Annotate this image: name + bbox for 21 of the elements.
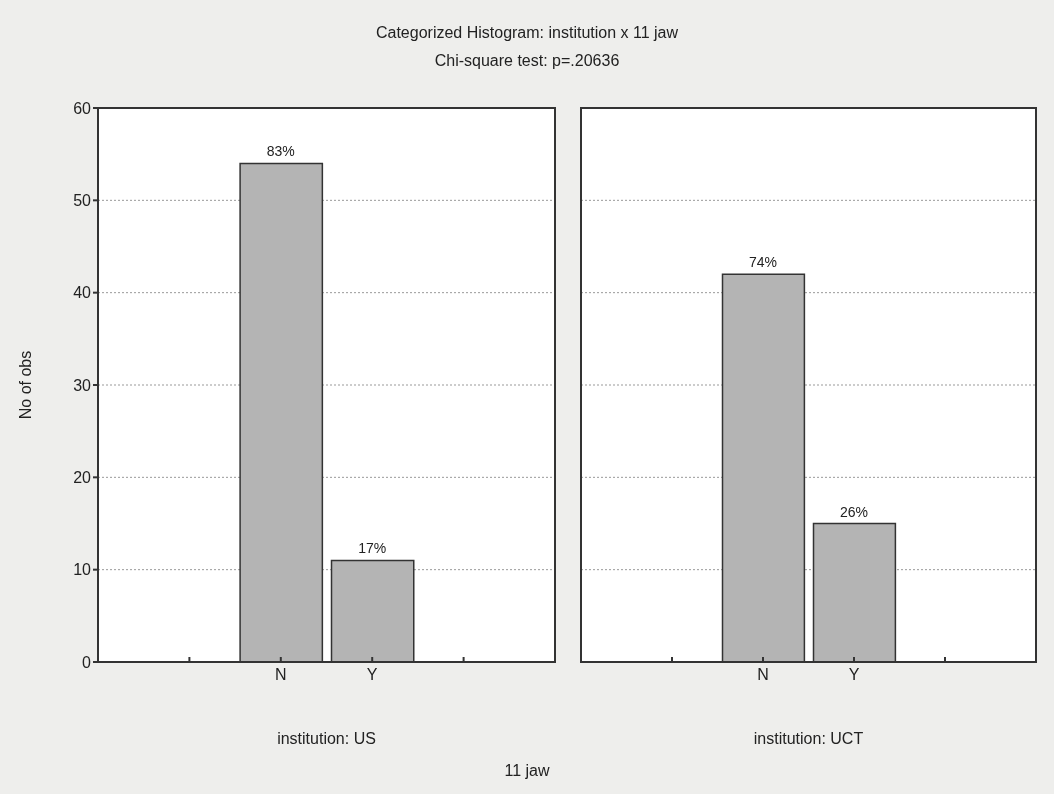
y-axis-title: No of obs xyxy=(17,350,35,420)
x-tick-label: Y xyxy=(848,666,860,684)
text: 11 jaw xyxy=(503,762,551,780)
y-tick-label: 20 xyxy=(73,469,92,487)
annotation: 26% xyxy=(839,503,869,520)
chart-title: Categorized Histogram: institution x 11 jaw xyxy=(374,24,680,42)
y-tick-label: 60 xyxy=(73,99,92,117)
x-axis-title: institution: UCT xyxy=(752,730,865,748)
x-tick-label: Y xyxy=(366,666,378,684)
annotation: 83% xyxy=(266,143,295,160)
x-tick-label: N xyxy=(757,666,769,684)
annotation: 17% xyxy=(358,540,387,557)
y-tick-label: 10 xyxy=(73,561,92,579)
chart-subtitle: Chi-square test: p=.20636 xyxy=(433,52,621,70)
y-tick-label: 30 xyxy=(73,376,92,394)
annotation: 74% xyxy=(748,254,778,271)
y-tick-label: 0 xyxy=(82,653,92,671)
y-tick-label: 40 xyxy=(73,284,92,302)
x-tick-label: N xyxy=(275,666,287,684)
x-axis-title: institution: US xyxy=(276,730,377,748)
y-tick-label: 50 xyxy=(73,192,92,210)
